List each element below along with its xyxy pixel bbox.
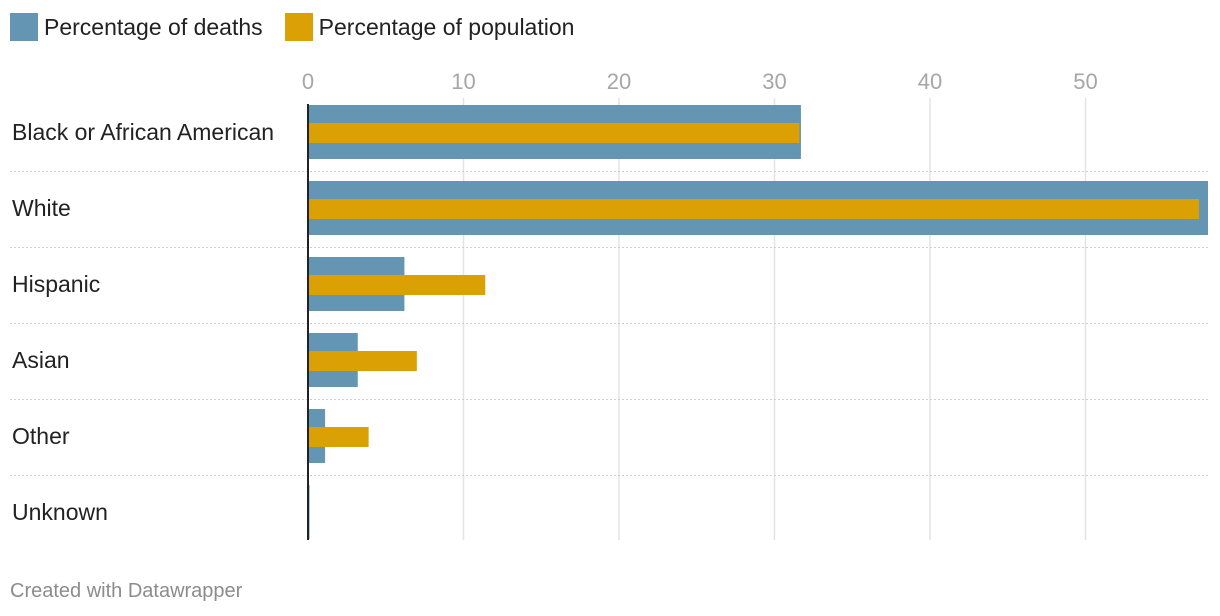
legend-swatch-deaths [10, 13, 38, 41]
x-tick-label-0: 0 [302, 69, 314, 94]
category-label: Hispanic [12, 271, 100, 297]
bar-population [308, 427, 369, 447]
bar-population [308, 275, 486, 295]
x-tick-label-30: 30 [762, 69, 786, 94]
legend-label-deaths: Percentage of deaths [44, 13, 263, 40]
bar-population [308, 123, 800, 143]
bar-population [308, 199, 1200, 219]
legend-item-population: Percentage of population [284, 13, 575, 41]
bar-population [308, 351, 417, 371]
category-label: Black or African American [12, 119, 274, 145]
category-label: Other [12, 423, 70, 449]
x-tick-label-10: 10 [451, 69, 475, 94]
x-tick-label-50: 50 [1073, 69, 1097, 94]
legend-swatch-population [284, 13, 313, 41]
category-label: White [12, 195, 71, 221]
bar-chart: 0 10 20 30 40 50 Black or African American Whit… [10, 69, 1210, 540]
legend: Percentage of deaths Percentage of popul… [10, 13, 574, 41]
category-label: Asian [12, 347, 70, 373]
footer-credit: Created with Datawrapper [10, 580, 243, 602]
legend-item-deaths: Percentage of deaths [10, 13, 263, 41]
category-label: Unknown [12, 499, 108, 525]
legend-label-population: Percentage of population [318, 13, 575, 40]
x-tick-label-40: 40 [918, 69, 942, 94]
x-tick-label-20: 20 [607, 69, 631, 94]
